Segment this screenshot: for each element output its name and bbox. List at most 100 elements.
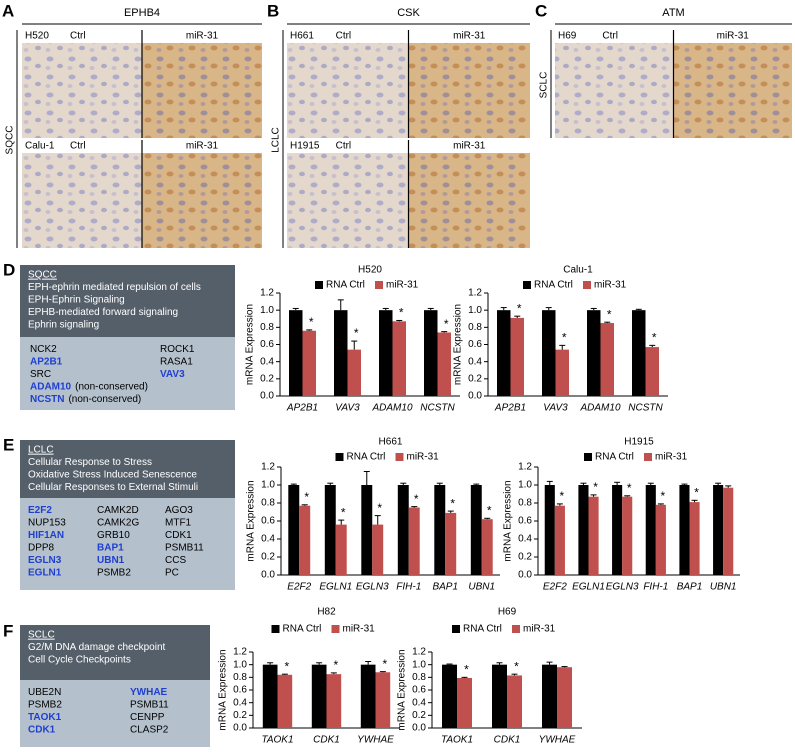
y-tick-label: 0.8 [412, 672, 426, 683]
x-tick-label: E2F2 [287, 582, 311, 593]
error-bar [446, 663, 453, 665]
y-tick-label: 0.8 [261, 498, 275, 509]
gene-name: EGLN1 [28, 567, 62, 578]
y-tick-label: 0.2 [260, 373, 274, 384]
y-tick-label: 0.4 [518, 534, 532, 545]
y-tick-label: 0.4 [260, 356, 274, 367]
significance-star: * [661, 489, 666, 503]
legend-swatch [452, 625, 460, 633]
gene: CCS [165, 555, 186, 566]
gene-name: YWHAE [130, 687, 168, 698]
bar [557, 667, 572, 728]
gene-name: DPP8 [28, 542, 55, 553]
significance-star: * [285, 659, 290, 673]
x-tick-label: FIH-1 [643, 582, 668, 593]
condition-label: Ctrl [336, 141, 352, 152]
gene: CDK1 [165, 530, 192, 541]
significance-star: * [593, 480, 598, 494]
bar [470, 485, 482, 575]
x-tick-label: EGLN1 [319, 582, 352, 593]
gene-name: CDK1 [165, 530, 192, 541]
gene: HIF1AN [28, 530, 64, 541]
legend-label: RNA Ctrl [534, 280, 573, 291]
legend-label: miR-31 [407, 452, 440, 463]
gene-name: CENPP [130, 712, 165, 723]
legend-swatch [395, 453, 404, 461]
gene-name: BAP1 [97, 542, 124, 553]
bar [372, 524, 384, 575]
gene: GRB10 [97, 530, 130, 541]
error-bar [496, 662, 503, 665]
gene-name: UBE2N [28, 687, 61, 698]
bar [324, 485, 336, 575]
cell-line-label: H661 [290, 31, 314, 42]
error-bar [327, 482, 334, 485]
significance-star: * [450, 496, 455, 510]
error-bar [363, 471, 370, 485]
legend-label: miR-31 [655, 452, 688, 463]
gene: PSMB11 [165, 542, 204, 553]
bar [542, 664, 557, 728]
significance-star: * [341, 505, 346, 519]
y-tick-label: 0.8 [468, 322, 482, 333]
gene: RASA1 [160, 356, 193, 367]
gene-name: EGLN3 [28, 555, 62, 566]
gene: EGLN1 [28, 567, 62, 578]
y-tick-label: 0.0 [260, 391, 274, 402]
bar [492, 664, 507, 728]
bar [588, 496, 599, 575]
error-bar [580, 482, 587, 485]
condition-label: miR-31 [453, 31, 486, 42]
gene-name: E2F2 [28, 505, 52, 516]
error-bar [624, 495, 631, 497]
ihc-image [142, 43, 262, 138]
gene-name: CAMK2D [97, 505, 139, 516]
y-tick-label: 0.4 [233, 697, 247, 708]
gene: ADAM10 (non-conserved) [30, 381, 148, 392]
error-bar [561, 666, 568, 668]
gene: PC [165, 567, 179, 578]
y-tick-label: 0.0 [261, 570, 275, 581]
gene-name: PC [165, 567, 179, 578]
ihc-image [287, 43, 409, 138]
gene: TAOK1 [28, 712, 62, 723]
significance-star: * [517, 301, 522, 315]
bar [542, 310, 556, 396]
significance-star: * [399, 306, 404, 320]
gene: NCK2 [30, 344, 57, 355]
y-tick-label: 0.0 [233, 723, 247, 734]
bar [645, 347, 659, 396]
tissue-label: SCLC [539, 72, 550, 99]
gene: AGO3 [165, 505, 193, 516]
error-bar [267, 662, 274, 665]
error-bar [635, 308, 642, 311]
gene: NUP153 [28, 517, 66, 528]
y-tick-label: 1.2 [260, 288, 274, 299]
x-tick-label: BAP1 [432, 582, 458, 593]
bar [437, 332, 451, 396]
gene-name: CDK1 [28, 724, 56, 735]
significance-star: * [444, 317, 449, 331]
gene-name: GRB10 [97, 530, 130, 541]
pathway-name: Cellular Response to Stress [28, 457, 152, 468]
error-bar [511, 673, 518, 676]
error-bar [590, 307, 597, 311]
gene: NCSTN (non-conserved) [30, 394, 141, 405]
ihc-image [142, 153, 262, 248]
y-tick-label: 0.0 [468, 391, 482, 402]
bar [510, 317, 524, 396]
y-tick-label: 0.2 [468, 373, 482, 384]
error-bar [281, 673, 288, 675]
pathway-name: Cellular Responses to External Stimuli [28, 482, 198, 493]
significance-star: * [607, 307, 612, 321]
error-bar [556, 503, 563, 506]
error-bar [484, 517, 491, 520]
error-bar [306, 329, 313, 331]
bar [457, 677, 472, 728]
bar [299, 505, 311, 575]
bar [555, 349, 569, 396]
error-bar [365, 661, 372, 665]
significance-star: * [560, 489, 565, 503]
gene: MTF1 [165, 517, 192, 528]
bar [408, 507, 420, 575]
